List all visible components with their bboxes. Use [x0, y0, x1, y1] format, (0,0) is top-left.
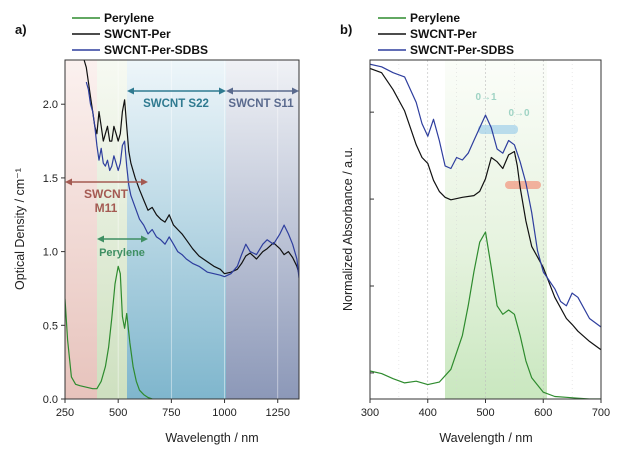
legend-b-sdbs: SWCNT-Per-SDBS [410, 43, 514, 57]
xtick-label-a-1: 500 [109, 407, 127, 419]
region-s22-band [127, 60, 226, 399]
panel-a-xlabel: Wavelength / nm [165, 431, 258, 445]
xtick-label-b-2: 500 [476, 407, 494, 419]
xtick-label-b-4: 700 [592, 407, 610, 419]
perylene-arrow-head-left [97, 235, 104, 243]
s22-arrow-head-left [127, 87, 134, 95]
panel-b-lines [370, 63, 601, 399]
xtick-label-b-3: 600 [534, 407, 552, 419]
series-b-swcnt-per [370, 67, 601, 351]
series-a-perylene [65, 265, 153, 399]
m11-label-line1: SWCNT [84, 187, 129, 201]
panel-a-regions [65, 60, 299, 399]
panel-a-legend: Perylene SWCNT-Per SWCNT-Per-SDBS [72, 11, 208, 57]
legend-a-swcnt-per: SWCNT-Per [104, 27, 171, 41]
panel-a: 250 500 750 1000 1250 0.0 0.5 1.0 1.5 2.0 SWCNT M… [13, 11, 300, 445]
s22-arrow-head-right [219, 87, 226, 95]
m11-label-line2: M11 [95, 201, 118, 215]
ytick-label-a-2: 1.0 [43, 247, 58, 259]
annotation-0-1: 0→1 [475, 92, 497, 103]
panel-b-letter: b) [340, 22, 352, 37]
s11-arrow-head-right [292, 87, 299, 95]
panel-a-ylabel: Optical Density / cm⁻¹ [13, 168, 27, 290]
s11-label: SWCNT S11 [228, 98, 294, 110]
transition-0-1-marker [478, 125, 518, 134]
panel-b-ylabel: Normalized Absorbance / a.u. [341, 147, 355, 311]
series-a-swcnt-per-sdbs [85, 81, 299, 279]
xtick-label-b-0: 300 [361, 407, 379, 419]
xtick-label-a-4: 1250 [265, 407, 289, 419]
ytick-label-a-0: 0.0 [43, 394, 58, 406]
xtick-label-a-3: 1000 [212, 407, 236, 419]
region-perylene-band-b [445, 60, 547, 399]
annotation-0-0: 0→0 [508, 108, 530, 119]
s11-arrow-head-left [226, 87, 233, 95]
panel-b-xlabel: Wavelength / nm [439, 431, 532, 445]
xtick-label-a-2: 750 [162, 407, 180, 419]
panel-a-frame [64, 59, 300, 400]
ytick-label-a-4: 2.0 [43, 99, 58, 111]
region-labels-a: SWCNT M11 Perylene SWCNT S22 SWCNT S11 [84, 98, 294, 259]
legend-a-sdbs: SWCNT-Per-SDBS [104, 43, 208, 57]
m11-arrow-head-right [141, 178, 148, 186]
series-a-swcnt-per [83, 60, 299, 275]
transition-markers [478, 125, 541, 189]
legend-b-swcnt-per: SWCNT-Per [410, 27, 477, 41]
series-b-perylene [370, 231, 601, 399]
panel-a-letter: a) [15, 22, 27, 37]
transition-0-0-marker [505, 181, 541, 189]
series-b-swcnt-per-sdbs [370, 63, 601, 328]
panel-a-gridlines [117, 60, 279, 399]
legend-a-perylene: Perylene [104, 11, 154, 25]
ytick-label-a-1: 0.5 [43, 320, 58, 332]
panel-b-regions [370, 60, 601, 399]
region-s11-band [226, 60, 299, 399]
xtick-label-b-1: 400 [419, 407, 437, 419]
s22-label: SWCNT S22 [143, 98, 209, 110]
perylene-region-label: Perylene [99, 247, 145, 259]
legend-b-perylene: Perylene [410, 11, 460, 25]
panel-a-axes: 250 500 750 1000 1250 0.0 0.5 1.0 1.5 2.0 [43, 99, 290, 419]
perylene-arrow-head-right [141, 235, 148, 243]
panel-a-lines [65, 60, 299, 399]
ytick-label-a-3: 1.5 [43, 173, 58, 185]
panel-b-legend: Perylene SWCNT-Per SWCNT-Per-SDBS [378, 11, 514, 57]
panel-b-axes: 300 400 500 600 700 [361, 111, 610, 419]
m11-arrow-head-left [65, 178, 72, 186]
panel-b: 300 400 500 600 700 0→1 0→0 b) Perylene SWCN… [340, 11, 610, 445]
region-arrows-a [65, 87, 299, 243]
xtick-label-a-0: 250 [56, 407, 74, 419]
